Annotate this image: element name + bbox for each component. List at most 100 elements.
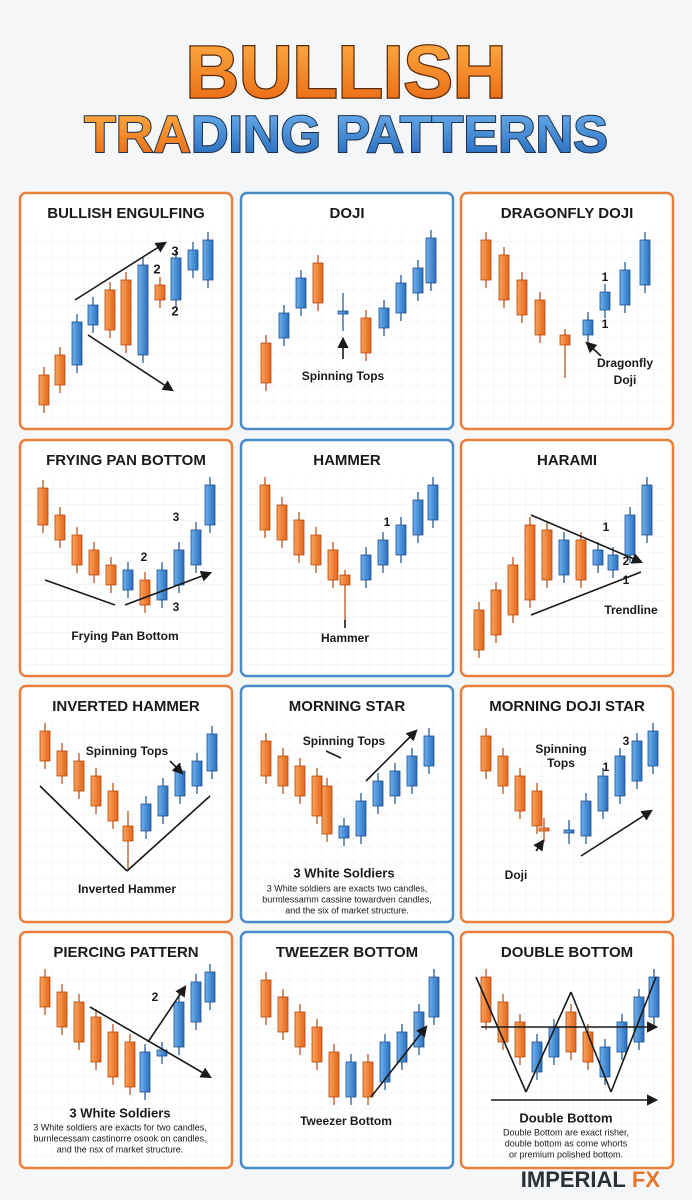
candle-body [104,289,116,331]
pattern-card: DRAGONFLY DOJI 1 1 Dragonfly Doji [459,191,675,431]
candle-body [39,730,51,762]
candle-body [154,284,166,301]
candle-body [498,254,510,301]
pattern-card: FRYING PAN BOTTOM 3 2 3 Frying Pan Bottom [18,438,234,678]
pattern-card: DOJI Spinning Tops [239,191,455,431]
candle-body [90,775,102,807]
candle-body [412,499,424,536]
pattern-card: DOUBLE BOTTOM Double Bottom Double Bottom … [459,930,675,1170]
pattern-label: Dragonfly [597,356,653,370]
candle-body [107,1031,119,1078]
arrow [44,579,116,606]
title-part: TRA [84,106,191,164]
candle-body [607,554,619,571]
pattern-label: 1 [602,270,609,284]
candle-body [277,996,289,1033]
candle-body [187,249,199,271]
candle-body [139,579,151,606]
candle-body [379,1041,391,1083]
pattern-label: 3 [171,243,178,258]
card-title: PIERCING PATTERN [53,944,198,961]
pattern-label: Doji [505,868,528,882]
candle-body [170,257,182,301]
pattern-label: 3 White Soldiers [69,1105,170,1120]
arrow [74,241,167,301]
brand-part: FX [632,1167,660,1192]
candle-body [413,1011,425,1048]
candle-body [173,1001,185,1048]
candle-body [173,549,185,586]
arrow [365,729,418,782]
candle-body [624,514,636,556]
brand-part: IMPERIAL [521,1167,626,1192]
pattern-label: 1 [603,760,610,774]
candle-body [592,549,604,566]
card-title: MORNING DOJI STAR [489,698,645,715]
pattern-label: 3 [173,600,180,614]
candle-body [327,549,339,581]
note-text: and the six of market structure. [285,905,409,915]
arrow [533,839,545,852]
card-title: HAMMER [313,452,381,469]
candle-body [597,775,609,812]
candle-body [71,321,83,366]
candle-body [156,569,168,601]
candle-body [259,484,271,531]
candle-body [54,354,66,386]
pattern-label: 1 [603,520,610,534]
pattern-label: Hammer [321,631,369,645]
candle-body [122,825,134,842]
arrow [580,809,653,857]
candle-body [473,609,485,651]
candle-body [563,829,575,834]
candle-body [260,342,272,384]
pattern-label: Tweezer Bottom [300,1114,392,1128]
candle-body [260,979,272,1018]
pattern-label: 2 [152,990,159,1004]
candle-body [190,529,202,566]
arrow [530,571,642,616]
pattern-label: 3 White Soldiers [293,865,394,880]
candle-body [619,269,631,306]
candle-body [616,1021,628,1053]
candle-body [321,785,333,835]
candle-body [295,277,307,309]
note-text: burnlecessam castinorre osook on candles… [33,1133,206,1143]
candle-body [38,374,50,406]
arrow [87,334,174,392]
arrow [570,991,612,1093]
title-part: DING PATTERNS [191,106,608,164]
candle-body [360,317,372,354]
candle-body [139,1051,151,1093]
candle-body [87,304,99,326]
candle-body [647,730,659,767]
candle-body [360,554,372,581]
candle-body [614,755,626,797]
candle-body [328,1051,340,1098]
pattern-label: 1 [602,317,609,331]
candle-body [260,740,272,777]
candle-body [541,529,553,581]
candle-body [73,760,85,792]
candle-body [565,1011,577,1053]
candle-body [345,1061,357,1098]
pattern-label: 3 [623,734,630,748]
pattern-label: 2 [141,550,148,564]
candle-body [124,1041,136,1088]
title-line2: TRADING PATTERNS [84,106,608,164]
candle-body [559,334,571,346]
pattern-label: Trendline [604,603,658,617]
candle-body [599,291,611,311]
pattern-card: MORNING STAR Spinning Tops 3 White Soldier… [239,684,455,924]
pattern-label: Spinning Tops [86,744,169,758]
candle-body [37,487,49,526]
pattern-card: HAMMER 1 Hammer [239,438,455,678]
candle-body [294,1011,306,1048]
candle-body [276,504,288,541]
arrow [147,985,187,1043]
arrow [585,341,602,357]
card-title: DRAGONFLY DOJI [501,205,634,222]
